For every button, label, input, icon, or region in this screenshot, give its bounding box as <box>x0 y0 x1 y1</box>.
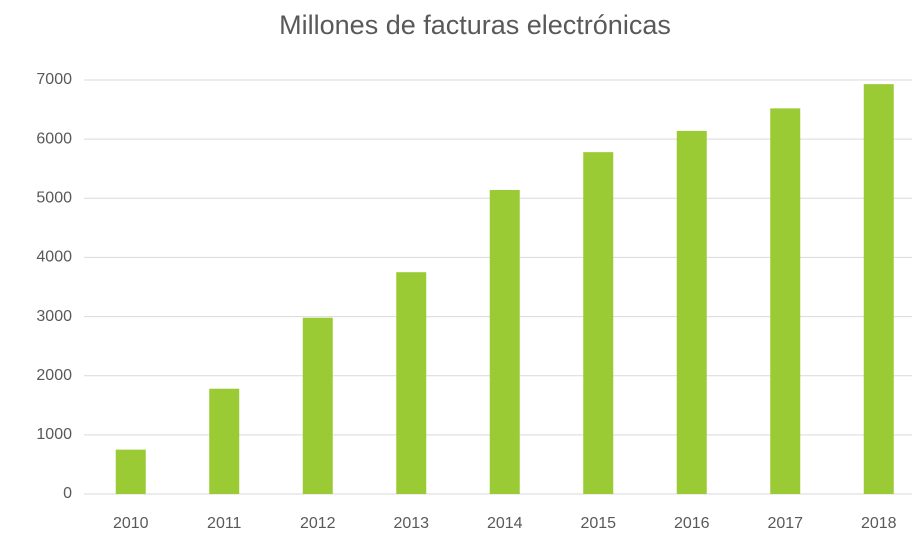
bar <box>209 388 240 494</box>
y-tick-label: 4000 <box>36 249 72 266</box>
y-tick-label: 7000 <box>36 71 72 88</box>
bar <box>583 152 614 494</box>
bar <box>863 84 894 494</box>
x-tick-label: 2014 <box>487 515 523 532</box>
y-tick-label: 3000 <box>36 308 72 325</box>
bar <box>676 130 707 494</box>
y-tick-label: 2000 <box>36 367 72 384</box>
x-tick-label: 2013 <box>393 515 429 532</box>
bar <box>115 449 146 494</box>
chart-title: Millones de facturas electrónicas <box>279 10 671 40</box>
x-tick-label: 2017 <box>767 515 803 532</box>
bar <box>396 272 427 494</box>
bar <box>489 190 520 494</box>
x-tick-label: 2016 <box>674 515 710 532</box>
x-tick-label: 2015 <box>580 515 616 532</box>
y-tick-label: 5000 <box>36 190 72 207</box>
y-tick-label: 6000 <box>36 130 72 147</box>
x-tick-label: 2010 <box>113 515 149 532</box>
x-tick-label: 2012 <box>300 515 336 532</box>
x-tick-label: 2018 <box>861 515 897 532</box>
x-tick-label: 2011 <box>207 515 242 532</box>
bar <box>302 317 333 494</box>
y-tick-label: 0 <box>63 485 72 502</box>
bar <box>770 108 801 494</box>
y-tick-label: 1000 <box>36 426 72 443</box>
